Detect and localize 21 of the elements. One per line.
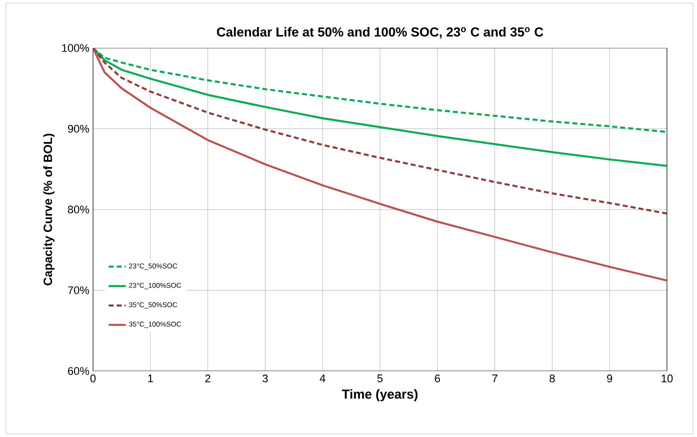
x-tick-label: 9 [607, 374, 612, 382]
line-series [93, 48, 668, 282]
chart-title: Calendar Life at 50% and 100% SOC, 23$^{o}$ C and 35$^{o}$ C [216, 27, 544, 38]
x-tick-label: 5 [377, 374, 383, 382]
x-tick-label: 0 [90, 374, 96, 382]
x-tick-label: 2 [205, 374, 210, 382]
x-axis-title: Time (years) [342, 389, 418, 402]
y-tick-label: 80% [68, 206, 90, 214]
x-tick-label: 3 [262, 374, 268, 382]
x-tick-label: 10 [662, 374, 673, 382]
x-tick-label: 8 [550, 374, 555, 382]
x-tick-label: 1 [148, 374, 153, 382]
y-tick-label: 100% [62, 44, 90, 52]
line-series [93, 48, 668, 215]
y-tick-label: 70% [68, 286, 90, 294]
y-axis-title: Capacity Curve (% of BOL) [43, 134, 54, 286]
x-tick-label: 6 [434, 374, 440, 382]
x-tick-label: 7 [492, 374, 498, 382]
x-tick-label: 4 [320, 374, 326, 382]
y-tick-label: 90% [68, 124, 90, 133]
y-tick-label: 60% [68, 367, 90, 375]
